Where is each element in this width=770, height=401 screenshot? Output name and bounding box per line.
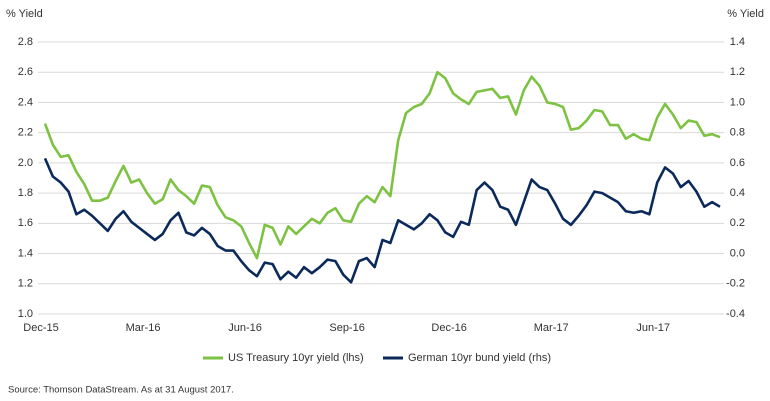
y-tick-label: 1.0 <box>18 308 33 320</box>
y2-tick-label: 0.2 <box>730 217 745 229</box>
y-tick-label: 1.8 <box>18 187 33 199</box>
y2-tick-label: 0.0 <box>730 247 745 259</box>
y2-tick-label: 1.4 <box>730 36 745 48</box>
y-tick-label: 1.2 <box>18 278 33 290</box>
y2-axis-label: % Yield <box>727 8 764 20</box>
x-tick-label: Jun-17 <box>636 322 670 334</box>
y2-tick-label: 1.2 <box>730 66 745 78</box>
x-tick-label: Mar-16 <box>126 322 161 334</box>
y-tick-label: 2.8 <box>18 36 33 48</box>
y-tick-label: 1.4 <box>18 247 33 259</box>
series-line <box>43 157 721 284</box>
legend-label: US Treasury 10yr yield (lhs) <box>228 352 364 364</box>
y-tick-label: 2.6 <box>18 66 33 78</box>
series-line <box>43 70 721 260</box>
y-tick-label: 2.2 <box>18 127 33 139</box>
y-tick-label: 2.4 <box>18 96 33 108</box>
x-tick-label: Jun-16 <box>228 322 262 334</box>
x-tick-label: Dec-16 <box>431 322 466 334</box>
x-tick-label: Dec-15 <box>23 322 58 334</box>
y-tick-label: 2.0 <box>18 157 33 169</box>
x-tick-label: Sep-16 <box>329 322 364 334</box>
legend-label: German 10yr bund yield (rhs) <box>408 352 551 364</box>
y2-tick-label: 0.6 <box>730 157 745 169</box>
y-axis-label: % Yield <box>6 8 43 20</box>
x-tick-label: Mar-17 <box>534 322 569 334</box>
y2-tick-label: -0.2 <box>726 278 745 290</box>
y2-tick-label: -0.4 <box>726 308 745 320</box>
y2-tick-label: 1.0 <box>730 96 745 108</box>
y2-tick-label: 0.4 <box>730 187 745 199</box>
y-tick-label: 1.6 <box>18 217 33 229</box>
source-note: Source: Thomson DataStream. As at 31 Aug… <box>8 385 234 396</box>
y2-tick-label: 0.8 <box>730 127 745 139</box>
